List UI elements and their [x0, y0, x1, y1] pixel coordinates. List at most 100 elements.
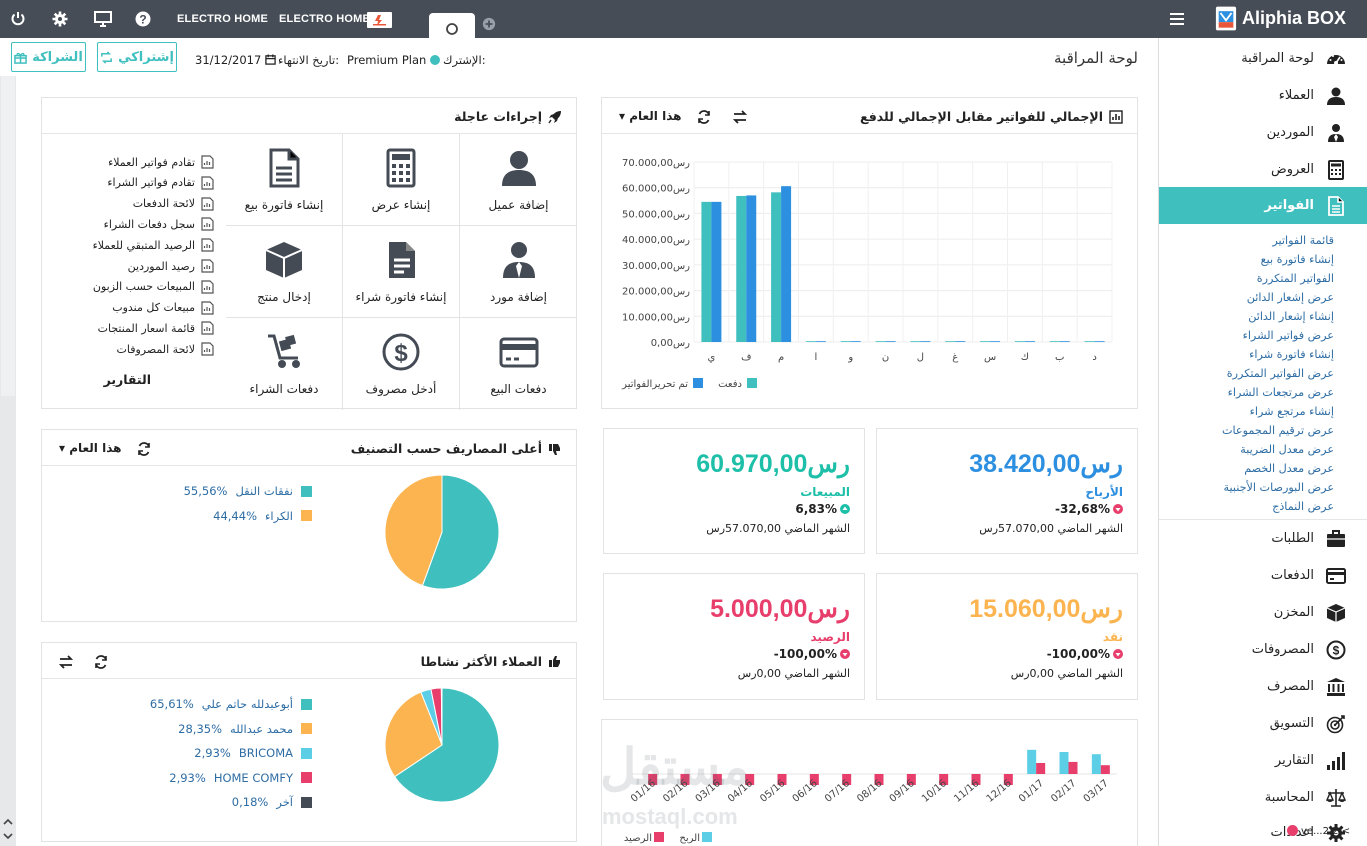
action-add-client[interactable]: إضافة عميل	[460, 134, 577, 226]
action-add-product[interactable]: إدخال منتج	[226, 226, 343, 318]
x-tick-label: م	[778, 352, 784, 363]
sidebar-item-quotes[interactable]: العروض	[1159, 151, 1367, 188]
report-link-label: سجل دفعات الشراء	[103, 217, 195, 231]
sidebar-item-dashboard[interactable]: لوحة المراقبة	[1159, 40, 1367, 77]
legend-item: 0,18% آخر	[232, 795, 312, 809]
x-tick-label: 10/16	[920, 778, 949, 805]
action-create-quote[interactable]: إنشاء عرض	[343, 134, 460, 226]
refresh-icon[interactable]	[94, 654, 108, 669]
report-link[interactable]: المبيعات حسب الزبون	[93, 280, 214, 294]
sidebar-item-suppliers[interactable]: الموردين	[1159, 114, 1367, 151]
submenu-create-purchase-invoice[interactable]: إنشاء فاتورة شراء	[1249, 348, 1334, 361]
action-create-sale-invoice[interactable]: إنشاء فاتورة بيع	[226, 134, 343, 226]
store-link-1[interactable]: ELECTRO HOME	[177, 13, 269, 25]
subscribe-button[interactable]: إشتراكي	[97, 42, 177, 72]
refresh-icon[interactable]	[137, 441, 151, 456]
sidebar-item-bank[interactable]: المصرف	[1159, 668, 1367, 705]
sidebar-item-inventory[interactable]: المخزن	[1159, 594, 1367, 631]
report-link[interactable]: تقادم فواتير الشراء	[107, 176, 214, 190]
plus-icon[interactable]	[477, 0, 501, 38]
submenu-view-discount-rate[interactable]: عرض معدل الخصم	[1244, 462, 1334, 475]
bar-paid	[945, 341, 956, 342]
gear-icon[interactable]	[48, 0, 72, 38]
swap-icon[interactable]	[732, 109, 748, 124]
submenu-view-templates[interactable]: عرض النماذج	[1272, 500, 1334, 513]
bar-invoiced	[990, 341, 1001, 342]
bar-invoiced	[746, 195, 757, 342]
sidebar-item-expenses[interactable]: المصروفات $	[1159, 631, 1367, 668]
calendar-icon	[265, 54, 276, 65]
watermark-logo: مستقل	[600, 739, 750, 795]
sidebar-item-payments[interactable]: الدفعات	[1159, 557, 1367, 594]
submenu-view-recurring-invoices[interactable]: عرض الفواتير المتكررة	[1226, 367, 1334, 380]
bar-balance	[939, 774, 949, 785]
swap-icon[interactable]	[58, 654, 74, 669]
active-tab[interactable]	[429, 13, 475, 38]
refresh-icon[interactable]	[697, 109, 711, 124]
report-link[interactable]: تقادم فواتير العملاء	[108, 155, 214, 169]
invoices-chart-panel: الإجمالي للفواتير مقابل الإجمالي للدفع ▾…	[601, 97, 1138, 409]
stat-last-month: الشهر الماضي 57.070,00رس	[979, 522, 1123, 535]
sidebar-item-orders[interactable]: الطلبات	[1159, 520, 1367, 557]
sidebar-item-reports[interactable]: التقارير	[1159, 742, 1367, 779]
stat-value: 38.420,00رس	[969, 450, 1123, 478]
file-chart-icon	[201, 280, 214, 294]
power-icon[interactable]	[6, 0, 30, 38]
submenu-view-credit-notes[interactable]: عرض إشعار الدائن	[1246, 291, 1334, 304]
bar-balance	[680, 774, 690, 785]
action-sale-payments[interactable]: دفعات البيع	[460, 318, 577, 410]
sidebar-item-marketing[interactable]: التسويق	[1159, 705, 1367, 742]
report-link[interactable]: مبيعات كل مندوب	[112, 300, 214, 315]
bar-paid	[701, 201, 712, 342]
menu-icon[interactable]	[1165, 0, 1189, 38]
subscribe-label: إشتراكي	[118, 49, 174, 65]
scroll-arrows-icon[interactable]	[3, 817, 13, 841]
submenu-create-purchase-return[interactable]: إنشاء مرتجع شراء	[1249, 405, 1334, 418]
action-purchase-payments[interactable]: دفعات الشراء	[226, 318, 343, 410]
report-link[interactable]: لائحة المصروفات	[117, 342, 214, 356]
legend-item: 44,44% الكراء	[213, 509, 312, 523]
action-add-expense[interactable]: $ أدخل مصروف	[343, 318, 460, 410]
period-dropdown[interactable]: ▾ هذا العام	[59, 441, 122, 455]
thumbs-down-icon	[549, 443, 560, 455]
action-create-purchase-invoice[interactable]: إنشاء فاتورة شراء	[343, 226, 460, 318]
scroll-strip[interactable]	[0, 76, 16, 846]
submenu-view-tax-rate[interactable]: عرض معدل الضريبة	[1240, 443, 1334, 456]
period-dropdown[interactable]: ▾ هذا العام	[619, 109, 682, 123]
help-icon[interactable]: ?	[131, 0, 155, 38]
x-tick-label: ا	[815, 352, 818, 363]
sidebar-item-invoices[interactable]: الفواتير	[1159, 187, 1367, 224]
report-link[interactable]: الرصيد المتبقي للعملاء	[93, 238, 214, 252]
sidebar-item-clients[interactable]: العملاء	[1159, 77, 1367, 114]
quick-actions-title: إجراءات عاجلة	[454, 109, 562, 124]
submenu-recurring-invoices[interactable]: الفواتير المتكررة	[1256, 272, 1334, 285]
report-link[interactable]: لائحة الدفعات	[133, 196, 214, 211]
report-link[interactable]: رصيد الموردين	[128, 259, 214, 273]
submenu-invoice-list[interactable]: قائمة الفواتير	[1272, 234, 1334, 247]
submenu-view-group-numbering[interactable]: عرض ترقيم المجموعات	[1221, 424, 1334, 437]
supplier-icon	[1324, 121, 1348, 145]
arrow-up-icon	[840, 504, 850, 514]
x-tick-label: ن	[882, 352, 889, 363]
report-link[interactable]: سجل دفعات الشراء	[104, 217, 214, 231]
submenu-create-sale-invoice[interactable]: إنشاء فاتورة بيع	[1260, 253, 1334, 266]
submenu-view-purchase-returns[interactable]: عرض مرتجعات الشراء	[1227, 386, 1334, 399]
card-icon	[499, 337, 538, 368]
reports-title: التقارير	[103, 372, 151, 387]
legend-swatch	[654, 832, 664, 842]
x-tick-label: غ	[952, 352, 958, 363]
legend-swatch	[747, 378, 757, 388]
action-add-supplier[interactable]: إضافة مورد	[460, 226, 577, 318]
store-link-2[interactable]: ELECTRO HOME	[279, 13, 371, 25]
rocket-icon	[548, 110, 561, 123]
submenu-view-foreign-exchange[interactable]: عرض البورصات الأجنبية	[1223, 481, 1334, 494]
partnership-button[interactable]: الشراكة	[11, 42, 86, 72]
monthly-chart-panel: 01/16 02/16 03/16 04/16 05/16 06/16 07/16 08/16…	[600, 719, 1138, 846]
submenu-create-credit-note[interactable]: إنشاء إشعار الدائن	[1248, 310, 1334, 323]
submenu-view-purchase-invoices[interactable]: عرض فواتير الشراء	[1242, 329, 1334, 342]
sidebar-item-accounting[interactable]: المحاسبة	[1159, 779, 1367, 816]
y-tick-label: 20.000,00رس	[622, 287, 690, 298]
report-link[interactable]: قائمة اسعار المنتجات	[98, 321, 214, 335]
monitor-icon[interactable]	[90, 0, 116, 38]
stat-cash: 15.060,00رس نقد -100,00% الشهر الماضي 0,…	[876, 573, 1138, 700]
